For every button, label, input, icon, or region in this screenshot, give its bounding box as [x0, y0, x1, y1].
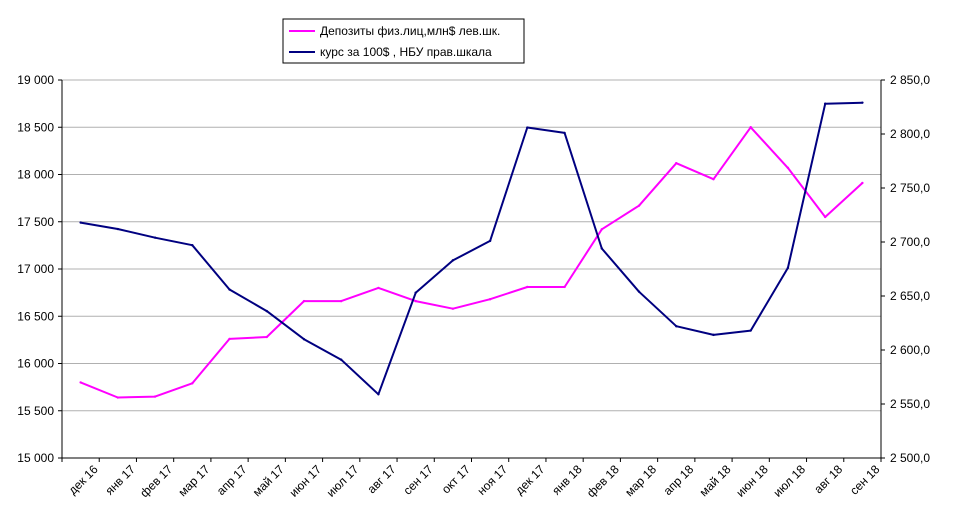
- x-tick-label: ноя 17: [475, 462, 511, 498]
- point-deposits: [823, 215, 827, 219]
- x-tick-label: окт 17: [439, 462, 473, 496]
- x-tick-label: мар 17: [175, 462, 212, 499]
- point-exchange-rate: [228, 288, 231, 291]
- point-deposits: [637, 204, 641, 207]
- x-tick-label: май 17: [250, 462, 287, 499]
- left-tick-label: 16 500: [17, 309, 54, 323]
- x-tick-label: мар 18: [622, 462, 659, 499]
- right-tick-label: 2 550,0: [890, 397, 930, 411]
- point-exchange-rate: [637, 290, 641, 293]
- series-line-exchange-rate: [80, 101, 863, 396]
- x-axis-ticks: дек 16 янв 17 фев 17 мар 17 апр 17 май 17 июн …: [61, 458, 883, 500]
- x-tick-label: янв 18: [549, 462, 585, 498]
- left-tick-label: 18 500: [17, 120, 54, 134]
- left-tick-label: 16 000: [17, 357, 54, 371]
- point-exchange-rate: [786, 266, 790, 270]
- point-exchange-rate: [526, 126, 529, 129]
- right-tick-label: 2 600,0: [890, 343, 930, 357]
- x-tick-label: июл 18: [770, 462, 808, 500]
- point-deposits: [228, 337, 231, 341]
- legend-label-rate: курс за 100$ , НБУ прав.шкала: [320, 45, 492, 59]
- point-exchange-rate: [861, 101, 864, 104]
- left-tick-label: 19 000: [17, 73, 54, 87]
- x-tick-label: фев 17: [137, 462, 175, 500]
- series-layer: [79, 101, 864, 399]
- series-line-deposits: [80, 126, 864, 399]
- left-tick-label: 15 000: [17, 451, 54, 465]
- left-tick-label: 15 500: [17, 404, 54, 418]
- right-tick-label: 2 850,0: [890, 73, 930, 87]
- x-tick-label: июн 17: [287, 462, 325, 500]
- point-deposits: [675, 161, 678, 165]
- left-axis-ticks: 15 000 15 500 16 000 16 500 17 000 17 500 18 0…: [17, 73, 62, 465]
- x-tick-label: апр 17: [214, 462, 250, 498]
- left-tick-label: 17 000: [17, 262, 54, 276]
- left-tick-label: 18 000: [17, 168, 54, 182]
- legend-label-deposits: Депозиты физ.лиц,млн$ лев.шк.: [320, 24, 500, 38]
- point-exchange-rate: [153, 236, 157, 239]
- gridlines: [62, 79, 881, 412]
- x-tick-label: май 18: [697, 462, 734, 499]
- x-tick-label: авг 18: [811, 462, 845, 496]
- x-tick-label: июн 18: [733, 462, 771, 500]
- point-deposits: [749, 126, 752, 129]
- point-deposits: [861, 181, 864, 185]
- x-tick-label: янв 17: [102, 462, 138, 498]
- point-exchange-rate: [712, 333, 715, 337]
- point-deposits: [153, 395, 157, 398]
- left-tick-label: 17 500: [17, 215, 54, 229]
- point-deposits: [488, 298, 492, 301]
- x-tick-label: апр 18: [661, 462, 697, 498]
- point-exchange-rate: [414, 291, 417, 294]
- point-deposits: [563, 285, 566, 289]
- x-tick-label: сен 17: [400, 462, 436, 498]
- point-exchange-rate: [265, 309, 268, 313]
- point-exchange-rate: [600, 247, 603, 250]
- right-axis-ticks: 2 500,0 2 550,0 2 600,0 2 650,0 2 700,0 2 750…: [881, 73, 930, 465]
- right-tick-label: 2 800,0: [890, 127, 930, 141]
- x-tick-label: фев 18: [584, 462, 622, 500]
- point-exchange-rate: [302, 338, 306, 341]
- point-deposits: [786, 166, 790, 170]
- point-exchange-rate: [79, 221, 82, 224]
- point-exchange-rate: [563, 131, 566, 135]
- right-tick-label: 2 500,0: [890, 451, 930, 465]
- point-exchange-rate: [116, 227, 120, 231]
- point-deposits: [526, 285, 529, 289]
- x-tick-label: дек 16: [66, 462, 101, 497]
- point-deposits: [79, 381, 82, 384]
- point-deposits: [451, 307, 455, 310]
- x-tick-label: сен 18: [847, 462, 883, 498]
- point-deposits: [414, 299, 417, 303]
- point-deposits: [377, 286, 380, 290]
- legend: Депозиты физ.лиц,млн$ лев.шк. курс за 10…: [282, 18, 525, 64]
- right-tick-label: 2 650,0: [890, 289, 930, 303]
- right-tick-label: 2 700,0: [890, 235, 930, 249]
- point-exchange-rate: [749, 329, 752, 332]
- point-deposits: [116, 396, 120, 399]
- point-exchange-rate: [823, 102, 827, 105]
- point-deposits: [712, 178, 715, 181]
- point-deposits: [191, 382, 194, 385]
- point-deposits: [302, 299, 306, 303]
- point-deposits: [340, 299, 343, 303]
- point-exchange-rate: [340, 358, 343, 361]
- right-tick-label: 2 750,0: [890, 181, 930, 195]
- x-tick-label: июл 17: [324, 462, 362, 500]
- x-tick-label: авг 17: [365, 462, 399, 496]
- legend-box: [282, 18, 525, 64]
- x-tick-label: дек 17: [512, 462, 547, 497]
- point-exchange-rate: [675, 325, 678, 328]
- point-exchange-rate: [377, 393, 380, 396]
- point-exchange-rate: [488, 239, 492, 243]
- point-exchange-rate: [191, 244, 194, 247]
- point-deposits: [600, 228, 603, 231]
- point-deposits: [265, 335, 268, 339]
- point-exchange-rate: [451, 259, 455, 262]
